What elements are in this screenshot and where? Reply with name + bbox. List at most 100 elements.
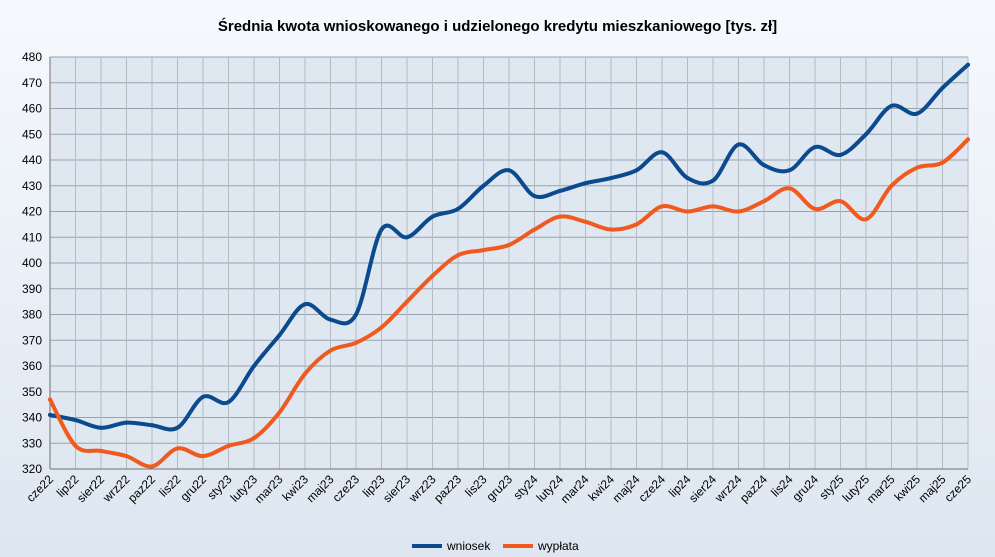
- data-point-wniosek: [252, 364, 256, 368]
- data-point-wyp-ata: [99, 448, 103, 453]
- data-point-wyp-ata: [201, 454, 205, 459]
- data-point-wyp-ata: [507, 242, 511, 247]
- data-point-wyp-ata: [889, 183, 894, 188]
- data-point-wniosek: [430, 214, 435, 219]
- data-point-wniosek: [813, 145, 817, 150]
- data-point-wyp-ata: [634, 222, 639, 227]
- data-point-wyp-ata: [915, 165, 919, 170]
- y-tick-label: 470: [22, 76, 42, 90]
- x-tick-label: mar23: [252, 472, 286, 506]
- data-point-wniosek: [201, 394, 205, 399]
- x-tick-label: wrz23: [405, 472, 438, 505]
- data-point-wniosek: [660, 150, 664, 155]
- data-point-wyp-ata: [277, 410, 282, 415]
- data-point-wniosek: [889, 103, 894, 108]
- data-point-wyp-ata: [456, 253, 460, 258]
- y-tick-label: 370: [22, 333, 42, 347]
- data-point-wniosek: [558, 188, 562, 193]
- data-point-wniosek: [583, 181, 588, 186]
- data-point-wyp-ata: [685, 209, 690, 214]
- data-point-wyp-ata: [966, 137, 970, 142]
- x-tick-label: sier22: [74, 472, 107, 505]
- data-point-wniosek: [354, 312, 358, 317]
- data-point-wyp-ata: [660, 204, 664, 209]
- x-tick-label: gru23: [484, 472, 516, 504]
- y-tick-label: 340: [22, 411, 42, 425]
- x-tick-label: paz24: [737, 472, 770, 505]
- data-point-wniosek: [966, 62, 970, 67]
- data-point-wniosek: [456, 206, 460, 211]
- data-point-wniosek: [915, 111, 919, 116]
- data-point-wniosek: [609, 176, 613, 181]
- data-point-wyp-ata: [379, 325, 384, 330]
- y-tick-label: 460: [22, 102, 42, 116]
- data-point-wniosek: [48, 412, 52, 417]
- y-tick-label: 480: [22, 50, 42, 64]
- data-point-wyp-ata: [252, 436, 256, 441]
- data-point-wyp-ata: [48, 397, 52, 402]
- data-point-wniosek: [303, 302, 307, 307]
- data-point-wyp-ata: [226, 443, 231, 448]
- data-point-wniosek: [711, 178, 715, 183]
- data-point-wyp-ata: [354, 340, 358, 345]
- data-point-wniosek: [685, 176, 690, 181]
- data-point-wniosek: [99, 425, 103, 430]
- x-tick-label: gru22: [178, 472, 210, 504]
- data-point-wniosek: [277, 333, 282, 338]
- x-tick-label: cze24: [636, 472, 669, 505]
- data-point-wyp-ata: [430, 273, 435, 278]
- data-point-wyp-ata: [405, 299, 409, 304]
- data-point-wyp-ata: [175, 446, 180, 451]
- data-point-wyp-ata: [609, 227, 613, 232]
- legend-label: wypłata: [537, 539, 579, 553]
- chart-title: Średnia kwota wnioskowanego i udzieloneg…: [217, 18, 778, 35]
- data-point-wniosek: [634, 168, 639, 173]
- data-point-wniosek: [379, 227, 384, 232]
- x-tick-label: paz22: [125, 472, 158, 505]
- data-point-wyp-ata: [787, 186, 792, 191]
- y-tick-label: 430: [22, 179, 42, 193]
- data-point-wyp-ata: [558, 214, 562, 219]
- data-point-wniosek: [940, 85, 945, 90]
- data-point-wyp-ata: [838, 199, 843, 204]
- data-point-wniosek: [150, 423, 154, 428]
- y-tick-label: 440: [22, 153, 42, 167]
- y-tick-label: 350: [22, 385, 42, 399]
- y-tick-label: 360: [22, 359, 42, 373]
- data-point-wyp-ata: [73, 443, 78, 448]
- data-point-wniosek: [787, 168, 792, 173]
- data-point-wniosek: [481, 183, 486, 188]
- data-point-wyp-ata: [481, 248, 486, 253]
- x-tick-label: cze23: [330, 472, 363, 505]
- y-tick-label: 390: [22, 282, 42, 296]
- data-point-wniosek: [864, 132, 868, 137]
- data-point-wyp-ata: [124, 454, 129, 459]
- y-tick-label: 320: [22, 462, 42, 476]
- data-point-wyp-ata: [813, 206, 817, 211]
- data-point-wyp-ata: [532, 227, 537, 232]
- data-point-wyp-ata: [303, 371, 307, 376]
- x-tick-label: cze25: [942, 472, 975, 505]
- y-tick-label: 450: [22, 127, 42, 141]
- data-point-wyp-ata: [328, 348, 333, 353]
- data-point-wyp-ata: [762, 199, 766, 204]
- y-tick-label: 420: [22, 205, 42, 219]
- data-point-wniosek: [124, 420, 129, 425]
- data-point-wniosek: [328, 317, 333, 322]
- data-point-wniosek: [762, 163, 766, 168]
- x-tick-label: mar25: [864, 472, 898, 506]
- x-tick-label: sier23: [380, 472, 413, 505]
- data-point-wniosek: [405, 235, 409, 240]
- data-point-wniosek: [532, 194, 537, 199]
- data-point-wniosek: [73, 418, 78, 423]
- x-tick-label: mar24: [558, 472, 592, 506]
- x-tick-label: maj25: [916, 472, 949, 505]
- data-point-wniosek: [226, 400, 231, 405]
- x-tick-label: sier24: [686, 472, 719, 505]
- data-point-wyp-ata: [711, 204, 715, 209]
- data-point-wniosek: [175, 425, 180, 430]
- x-tick-label: paz23: [431, 472, 464, 505]
- data-point-wyp-ata: [150, 464, 154, 469]
